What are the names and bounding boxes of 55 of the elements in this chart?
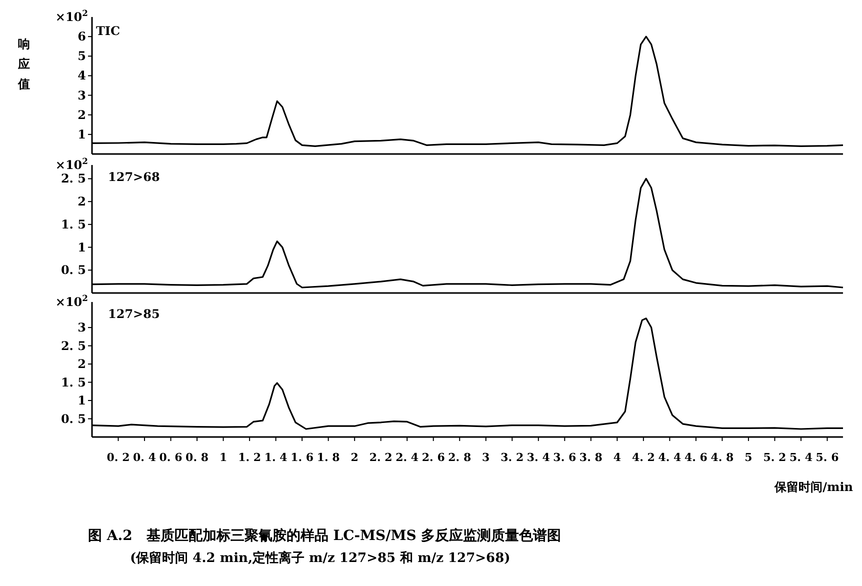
y-tick-label: 2. 5 [60,172,86,186]
x-tick-label: 0. 6 [159,451,183,464]
y-tick-label: 3 [78,88,86,102]
x-tick-label: 1. 2 [238,451,262,464]
text: 响应值 [17,37,30,91]
x-tick-label: 3. 6 [553,451,576,464]
text: 图 A.2 基质匹配加标三聚氰胺的样品 LC-MS/MS 多反应监测质量色谱图 [88,527,562,544]
x-tick-label: 5. 4 [790,451,813,464]
x-tick-label: 5. 2 [763,451,786,464]
y-tick-label: 6 [78,30,86,44]
y-tick-label: 1. 5 [60,217,86,232]
y-tick-label: 2. 5 [60,338,86,353]
y-tick-label: 2 [78,108,86,122]
x-tick-label: 3. 8 [579,451,603,464]
text: TIC [96,24,120,38]
text: 127>68 [108,170,160,184]
x-tick-label: 3. 4 [526,451,550,464]
y-axis-title: ×10$^{2}$ [55,293,88,309]
x-tick-label: 2 [350,451,358,464]
x-tick-label: 5. 6 [816,451,840,464]
x-tick-label: 1. 4 [264,451,288,464]
text: (保留时间 4.2 min,定性离子 m/z 127>85 和 m/z 127>68) [130,550,510,566]
y-tick-label: 1 [78,394,86,408]
y-tick-label: 1 [78,240,86,254]
y-axis-title: ×10$^{2}$ [55,8,88,24]
x-tick-label: 5 [744,451,752,464]
y-tick-label: 1 [78,127,86,142]
y-tick-label: 0. 5 [60,412,86,426]
text: 127>85 [108,307,160,321]
x-tick-label: 4. 6 [684,451,708,464]
y-tick-label: 2 [78,357,86,372]
x-tick-label: 2. 8 [448,451,472,464]
x-tick-label: 2. 6 [422,451,446,464]
x-tick-label: 4. 8 [710,451,734,464]
x-tick-label: 0. 8 [186,451,209,464]
x-tick-label: 4. 2 [632,451,655,464]
y-tick-label: 3 [78,320,86,335]
x-tick-label: 1. 6 [290,451,314,464]
y-tick-label: 5 [78,49,86,64]
x-tick-label: 2. 4 [396,451,419,464]
y-tick-label: 0. 5 [60,263,86,278]
y-axis-title: ×10$^{2}$ [55,156,88,172]
x-tick-label: 4 [613,451,622,464]
y-tick-label: 2 [78,194,86,209]
y-tick-label: 1. 5 [60,375,86,390]
x-tick-label: 3. 2 [500,451,524,464]
x-tick-label: 0. 2 [106,451,130,464]
x-tick-label: 1. 8 [316,451,340,464]
x-axis-title: 保留时间/min [774,480,854,494]
x-tick-label: 3 [482,451,490,464]
y-tick-label: 4 [78,68,86,83]
x-tick-label: 1 [219,451,228,464]
x-tick-label: 2. 2 [369,451,392,464]
x-tick-label: 0. 4 [133,451,156,464]
x-tick-label: 4. 4 [658,451,682,464]
